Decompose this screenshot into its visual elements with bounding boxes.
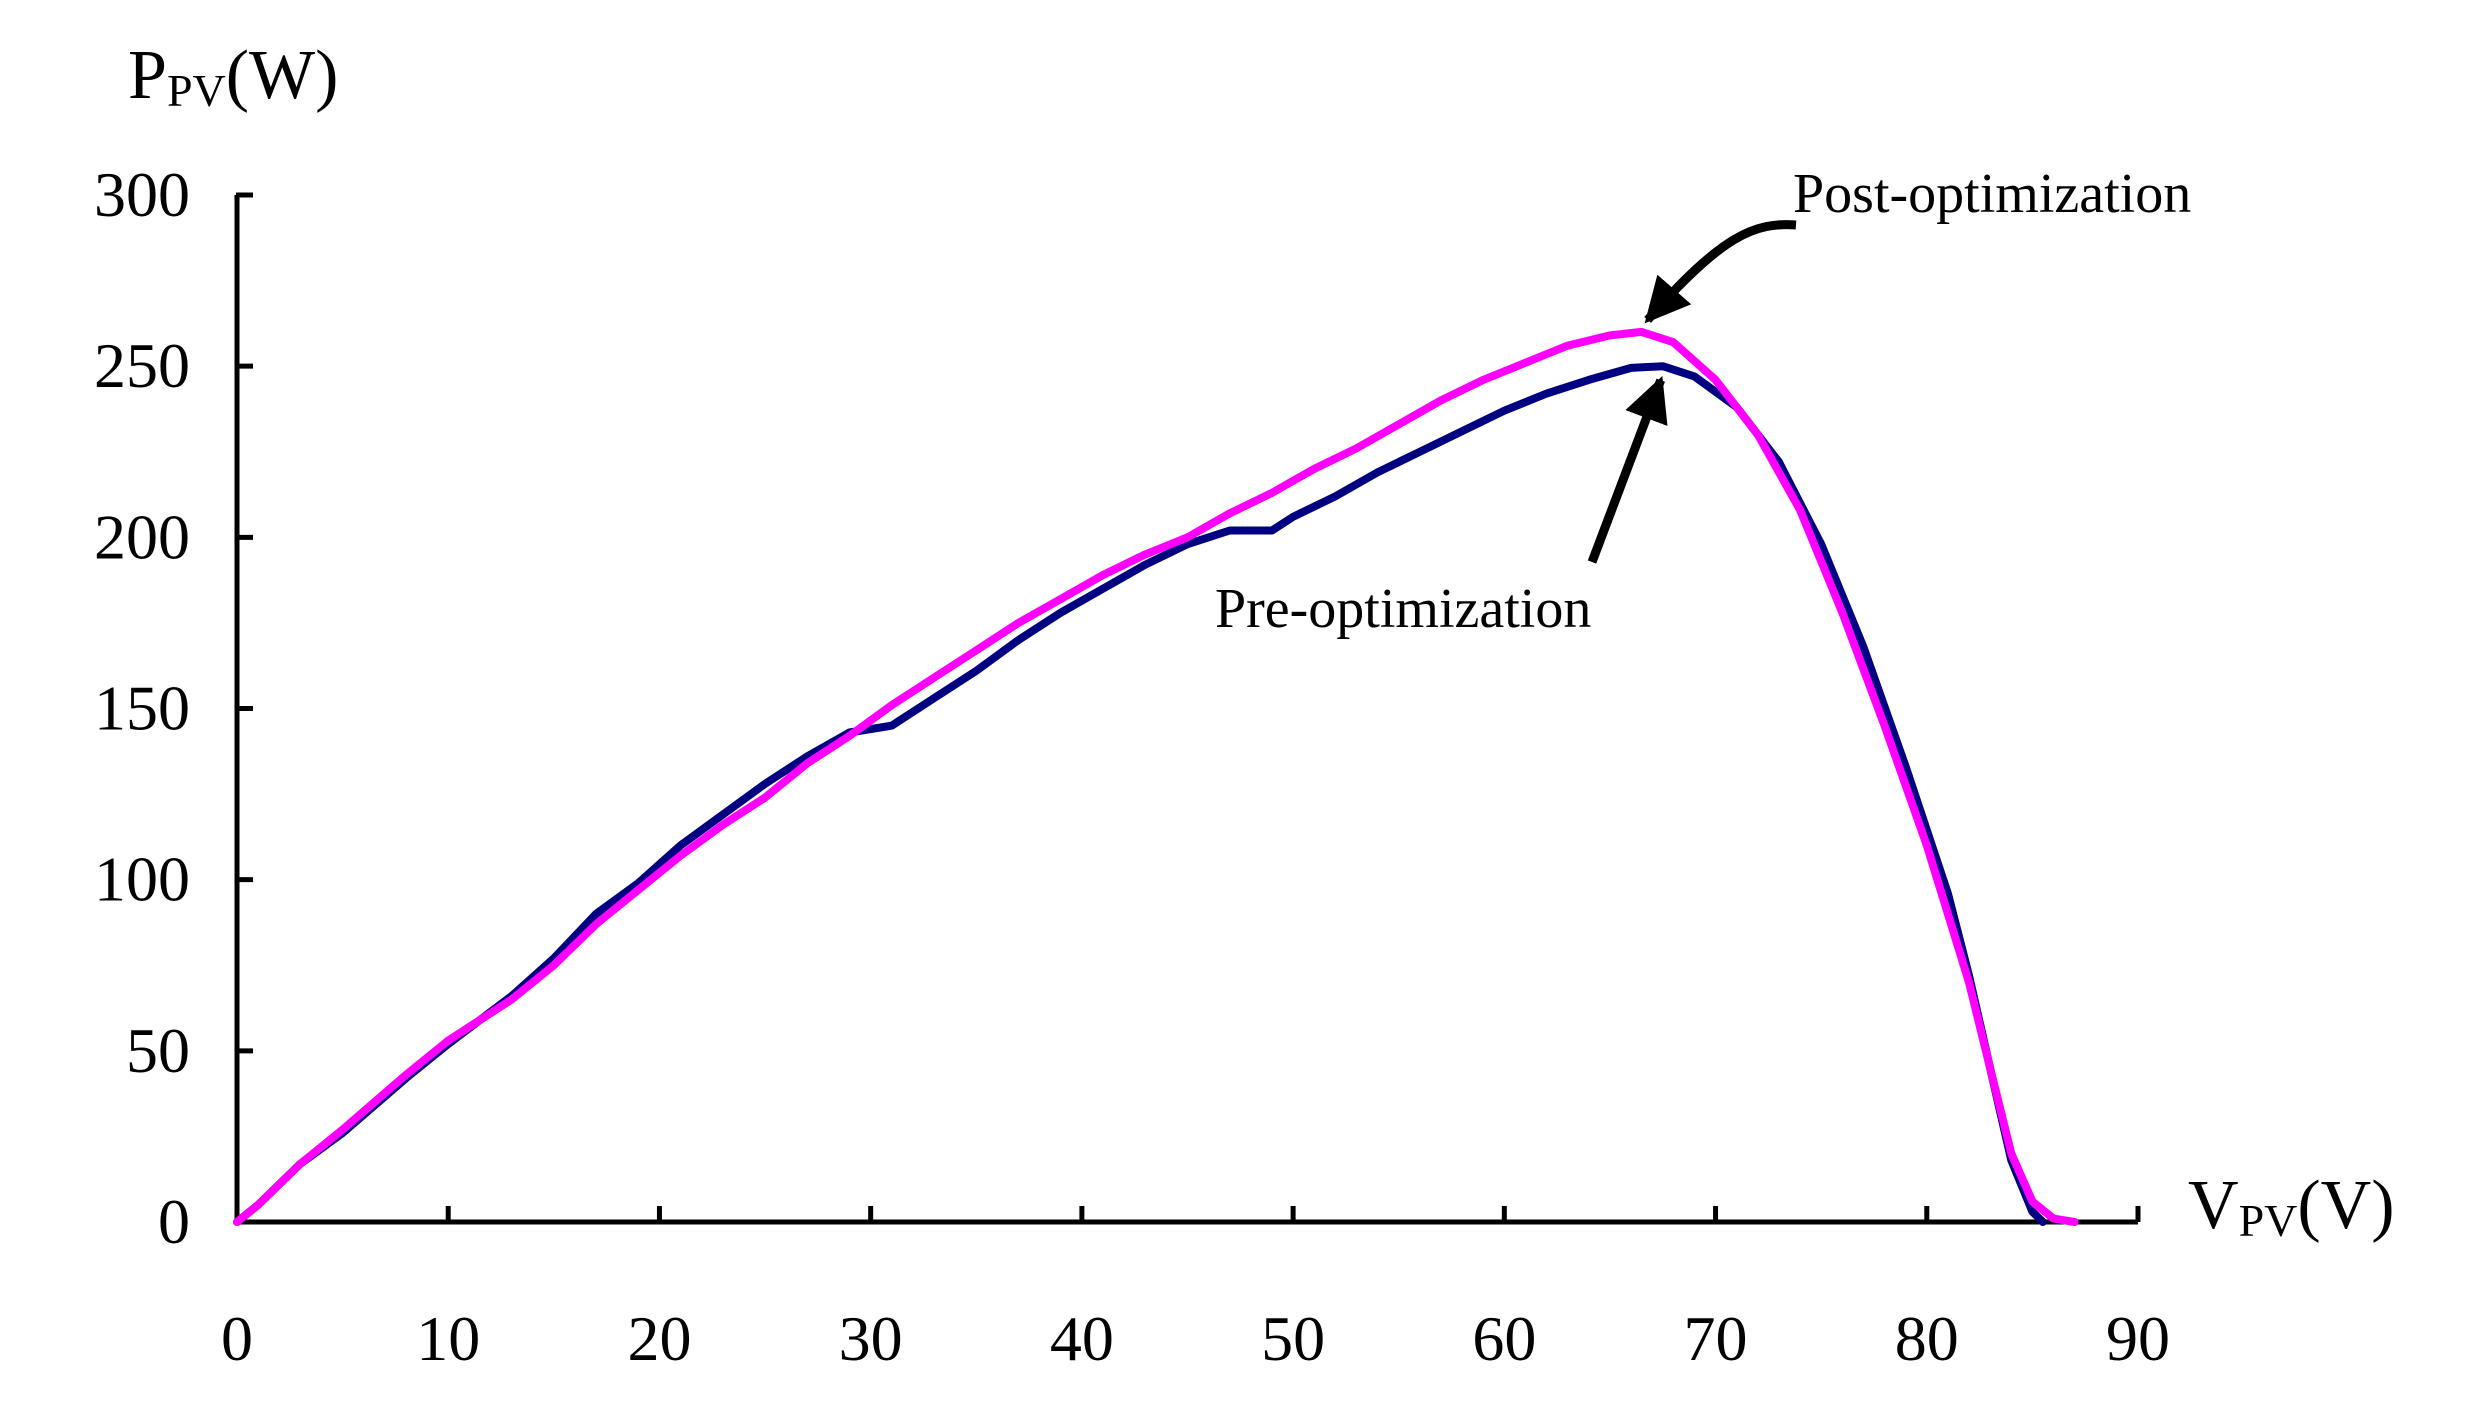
x-tick-label: 50 [1261, 1303, 1325, 1374]
annotation-pre-optimization: Pre-optimization [1215, 578, 1591, 640]
annotation-arrow-pre-optimization [1587, 375, 1668, 564]
x-tick-label: 20 [627, 1303, 691, 1374]
series-line-post-optimization [233, 327, 2079, 1226]
x-tick-label: 0 [221, 1303, 253, 1374]
x-tick-label: 10 [416, 1303, 480, 1374]
x-axis-ticks: 0 10 20 30 40 50 60 70 80 90 [221, 1206, 2170, 1374]
series-group [233, 327, 2079, 1226]
y-tick-label: 300 [94, 159, 190, 230]
y-axis-label-unit: (W) [226, 37, 339, 114]
y-axis-ticks: 0 50 100 150 200 250 300 [94, 159, 253, 1257]
series-line-pre-optimization [233, 362, 2047, 1226]
x-tick-label: 40 [1050, 1303, 1114, 1374]
x-tick-label: 30 [839, 1303, 903, 1374]
y-tick-label: 100 [94, 844, 190, 915]
x-axis-label: VPV(V) [2188, 1167, 2395, 1246]
annotation-arrow-post-optimization [1644, 220, 1797, 324]
y-axis-label-sub: PV [167, 65, 226, 116]
y-axis-label: PPV(W) [128, 37, 338, 116]
x-tick-label: 80 [1895, 1303, 1959, 1374]
x-tick-label: 60 [1472, 1303, 1536, 1374]
x-tick-label: 90 [2106, 1303, 2170, 1374]
y-tick-label: 150 [94, 673, 190, 744]
x-tick-label: 70 [1684, 1303, 1748, 1374]
y-tick-label: 50 [126, 1015, 190, 1086]
y-tick-label: 0 [158, 1186, 190, 1257]
y-axis-label-main: P [128, 37, 167, 114]
annotation-post-optimization: Post-optimization [1793, 163, 2191, 225]
x-axis-label-unit: (V) [2297, 1167, 2394, 1244]
y-tick-label: 250 [94, 330, 190, 401]
axes [234, 195, 2138, 1225]
y-tick-label: 200 [94, 501, 190, 572]
x-axis-label-main: V [2188, 1167, 2239, 1244]
x-axis-label-sub: PV [2239, 1195, 2298, 1246]
